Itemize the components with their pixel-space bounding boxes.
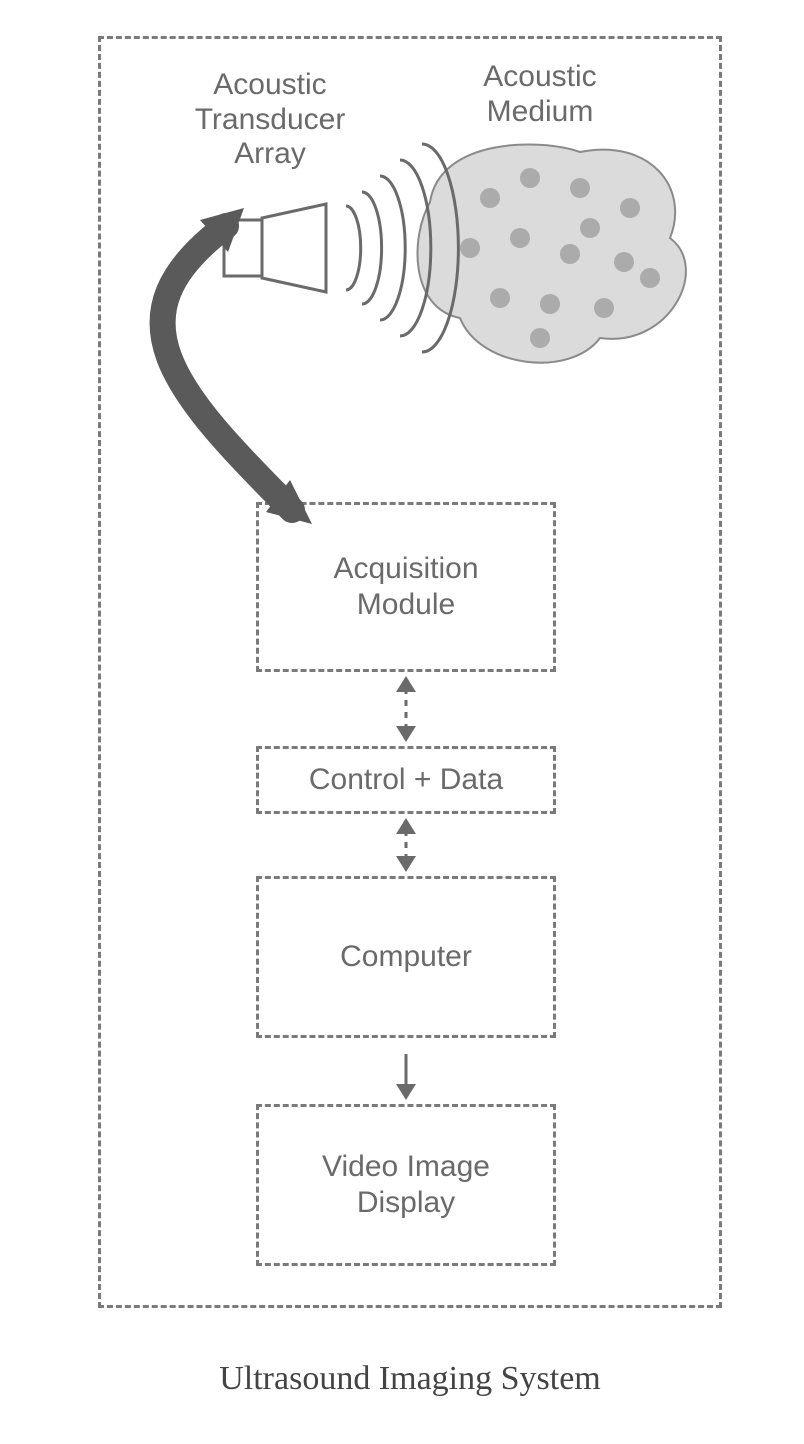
acquisition-module-box: AcquisitionModule <box>256 502 556 672</box>
control-data-box: Control + Data <box>256 746 556 814</box>
video-display-text: Video ImageDisplay <box>322 1149 490 1221</box>
computer-text: Computer <box>340 939 472 975</box>
video-display-box: Video ImageDisplay <box>256 1104 556 1266</box>
acquisition-module-text: AcquisitionModule <box>333 551 478 623</box>
control-data-text: Control + Data <box>309 762 503 798</box>
diagram-title: Ultrasound Imaging System <box>130 1360 690 1398</box>
acoustic-medium-label: AcousticMedium <box>440 60 640 129</box>
computer-box: Computer <box>256 876 556 1038</box>
transducer-array-label: AcousticTransducerArray <box>150 68 390 172</box>
